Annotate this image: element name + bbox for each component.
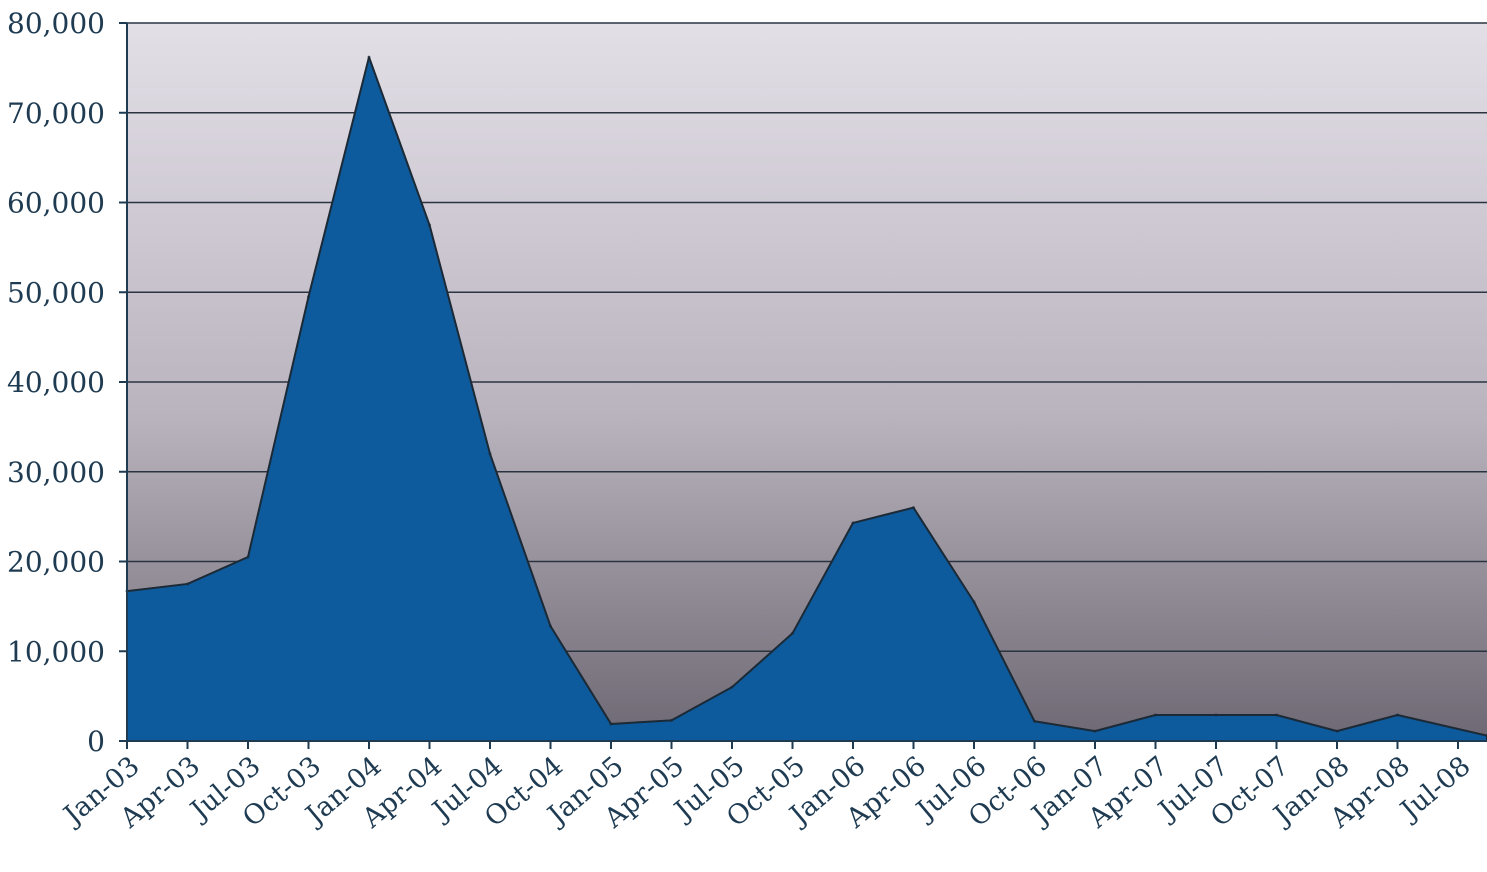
data-point-Jan-05 [610,722,613,725]
y-tick-labels: 0 10,000 20,000 30,000 40,000 50,000 60,000 70,… [7,7,105,758]
y-tick-label-50000: 50,000 [7,276,105,309]
data-point-Jul-06 [973,600,976,603]
y-tick-label-0: 0 [87,725,105,758]
data-point-Oct-05 [791,632,794,635]
y-tick-label-30000: 30,000 [7,456,105,489]
data-point-Jul-04 [489,452,492,455]
data-point-Jul-07 [1215,713,1218,716]
data-point-Jan-06 [852,521,855,524]
data-point-Apr-06 [912,506,915,509]
x-tick-labels: Jan-03Apr-03Jul-03Oct-03Jan-04Apr-04Jul-… [56,751,1476,835]
data-point-Oct-03 [307,295,310,298]
y-tick-label-10000: 10,000 [7,635,105,668]
data-point-Jul-05 [731,686,734,689]
data-point-Jan-08 [1336,730,1339,733]
data-point-Jan-07 [1094,730,1097,733]
data-point-Jul-03 [247,556,250,559]
y-tick-label-60000: 60,000 [7,187,105,220]
data-point-Oct-07 [1275,713,1278,716]
y-tick-label-70000: 70,000 [7,97,105,130]
data-point-Apr-05 [670,719,673,722]
data-point-Apr-04 [428,223,431,226]
data-point-Jan-04 [368,56,371,59]
data-point-Apr-08 [1396,713,1399,716]
data-point-Oct-04 [549,625,552,628]
y-tick-label-80000: 80,000 [7,7,105,40]
y-tick-label-20000: 20,000 [7,546,105,579]
data-point-Apr-07 [1154,713,1157,716]
data-point-Oct-06 [1033,720,1036,723]
y-tick-label-40000: 40,000 [7,366,105,399]
data-point-Apr-03 [186,582,189,585]
